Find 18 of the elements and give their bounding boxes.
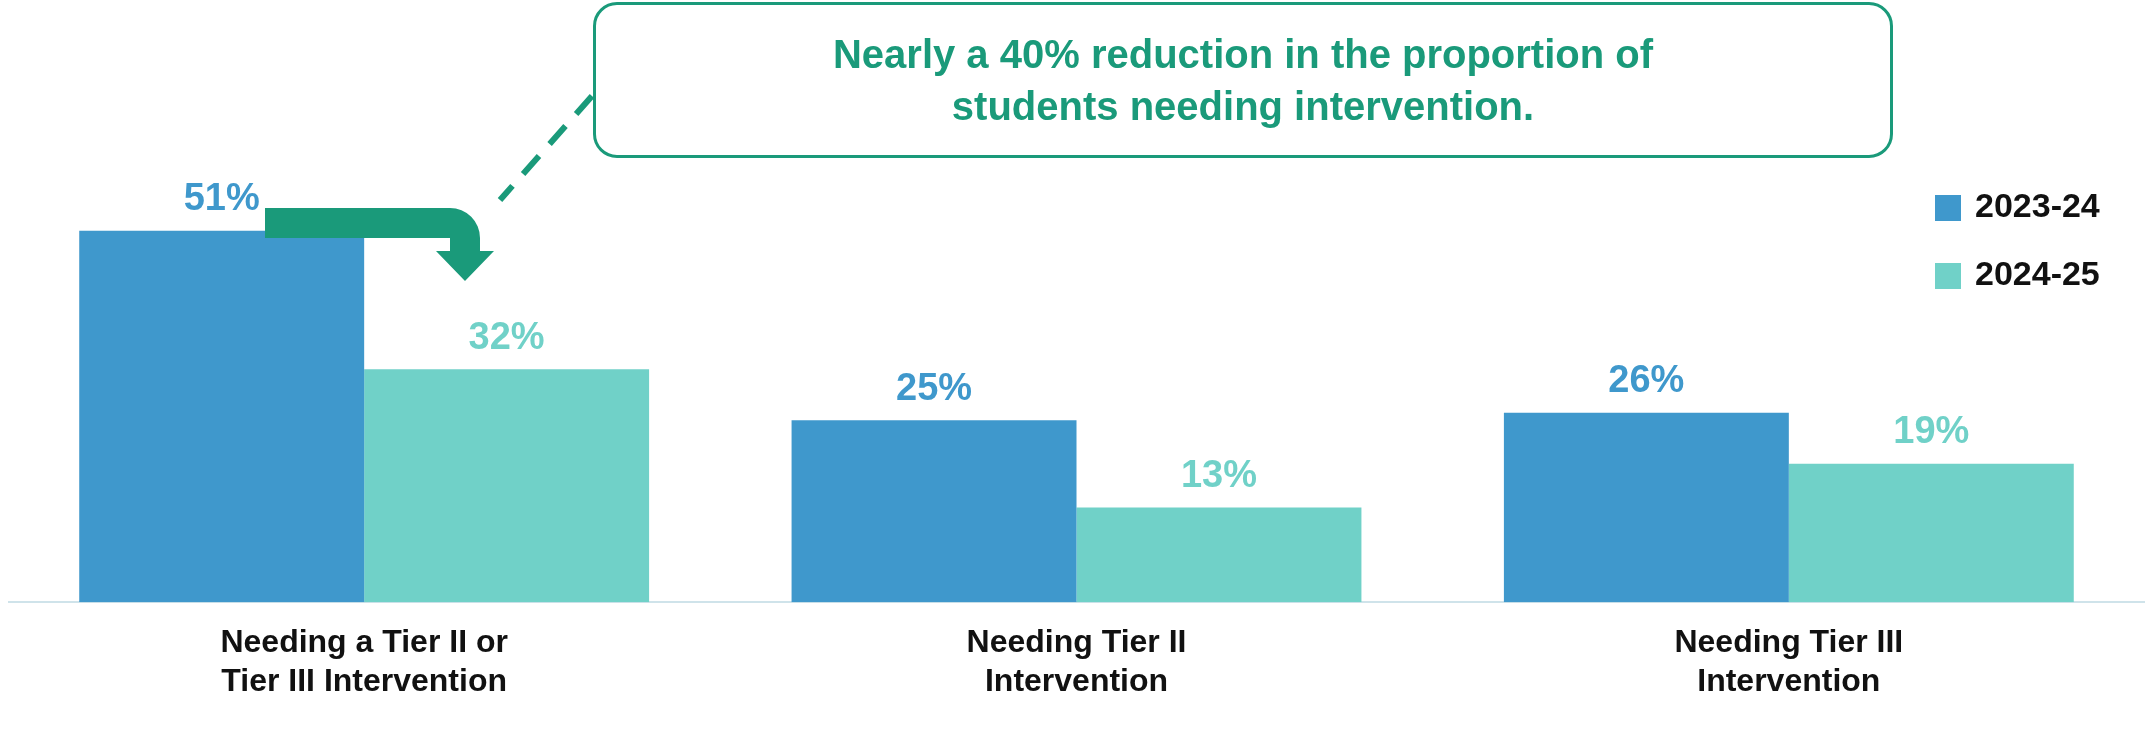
data-label: 19% — [1893, 409, 1970, 452]
bar — [1076, 507, 1362, 603]
data-label: 25% — [896, 365, 973, 408]
data-label: 13% — [1180, 453, 1257, 496]
bar — [364, 369, 650, 603]
legend-label: 2023-24 — [1975, 186, 2100, 225]
bar — [1788, 463, 2074, 603]
x-tick-label: Needing a Tier II or Tier III Intervention — [220, 623, 508, 698]
bar — [1503, 412, 1789, 603]
x-tick-label: Needing Tier II Intervention — [966, 623, 1187, 698]
callout-box: Nearly a 40% reduction in the proportion of students needing intervention. — [593, 2, 1893, 158]
legend-label: 2024-25 — [1975, 254, 2100, 293]
x-tick-label: Needing Tier III Intervention — [1674, 623, 1904, 698]
bar — [791, 420, 1077, 603]
data-label: 26% — [1608, 358, 1685, 401]
data-label: 32% — [468, 314, 545, 357]
data-label: 51% — [183, 176, 260, 219]
bar — [79, 230, 365, 603]
